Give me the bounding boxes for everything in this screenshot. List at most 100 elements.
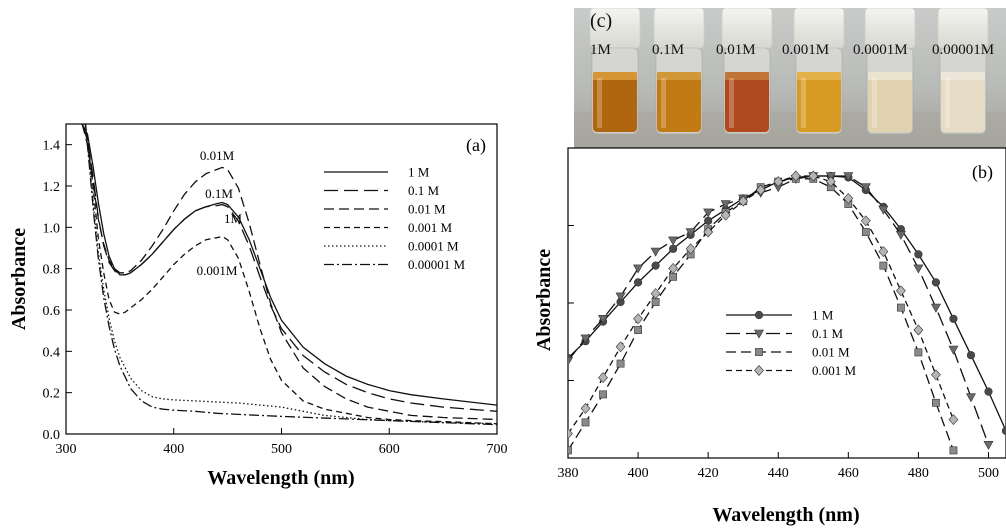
panel-b-point-1m <box>651 261 660 270</box>
vial-label: 0.001M <box>782 42 830 58</box>
panel-b-point-0.1m <box>598 314 609 324</box>
panel-b-point-0.01m <box>949 446 958 455</box>
panel-b-point-0.01m <box>914 348 923 357</box>
panel-b-point-0.01m <box>599 390 607 399</box>
panel-b-point-1m <box>931 278 941 287</box>
panel-b-point-0.001m <box>703 226 714 238</box>
panel-b-legend-marker <box>755 348 763 356</box>
panel-b-point-0.1m <box>615 292 626 302</box>
vials-photo-graphic <box>574 7 1006 148</box>
panel-b-legend-label: 1 M <box>812 308 834 323</box>
panel-b-point-0.001m <box>948 414 959 426</box>
panel-a-legend-label: 0.001 M <box>408 220 453 235</box>
panel-a-series-0.1m <box>81 124 497 412</box>
panel-b-xtick-label: 460 <box>838 466 859 481</box>
panel-b-point-0.1m <box>650 247 661 257</box>
vial-label: 0.0001M <box>853 42 908 58</box>
panel-b-point-0.01m <box>568 446 572 455</box>
panel-b-xlabel: Wavelength (nm) <box>712 504 859 526</box>
panel-a-series-0.01m <box>81 124 497 421</box>
annotation-0-001M: 0.001M <box>197 263 238 278</box>
panel-a-xtick-label: 600 <box>379 442 400 457</box>
panel-b-series-0.001m <box>568 175 955 434</box>
panel-b-series-1m <box>568 175 1006 432</box>
panel-b-series-0.01m <box>568 178 955 451</box>
panel-b-point-1m <box>1001 426 1006 435</box>
panel-a-legend-label: 0.0001 M <box>408 239 459 254</box>
panel-b-point-0.001m <box>720 209 731 221</box>
panel-b-point-0.01m <box>669 272 678 281</box>
panel-a-series-0.0001m <box>84 124 497 425</box>
panel-b-point-0.1m <box>843 172 854 182</box>
panel-b-legend-marker <box>754 310 764 320</box>
panel-b-point-0.001m <box>825 176 836 188</box>
vial-label: 0.1M <box>652 42 685 58</box>
panel-b-point-0.001m <box>633 313 643 325</box>
vial <box>589 7 641 135</box>
panel-b-point-0.01m <box>879 261 888 270</box>
panel-b-point-0.1m <box>878 205 889 215</box>
panel-a-xtick-label: 500 <box>271 442 292 457</box>
panel-b-point-0.01m <box>616 359 625 368</box>
panel-b-ylabel: Absorbance <box>533 249 555 351</box>
panel-b-point-0.1m <box>668 236 679 246</box>
panel-b-point-0.001m <box>738 195 749 207</box>
panel-b-point-0.001m <box>685 243 696 255</box>
panel-b-label: (b) <box>972 162 993 183</box>
panel-b-legend-label: 0.01 M <box>812 345 850 360</box>
panel-b-point-0.1m <box>580 334 591 344</box>
panel-a-frame <box>65 123 498 435</box>
panel-b-point-0.001m <box>913 324 924 336</box>
panel-b-point-0.1m <box>965 393 976 403</box>
panel-b-point-0.001m <box>878 246 889 258</box>
panel-b-xtick-label: 380 <box>558 466 579 481</box>
panel-a-legend-label: 0.00001 M <box>408 257 466 272</box>
panel-b-point-0.001m <box>568 428 573 440</box>
panel-b-legend-marker <box>753 329 765 339</box>
panel-b-point-1m <box>966 351 976 360</box>
panel-b-point-0.1m <box>895 231 906 240</box>
panel-b-point-0.1m <box>568 356 574 366</box>
panel-b-point-1m <box>914 250 923 259</box>
panel-a-ytick-label: 1.2 <box>43 180 61 195</box>
panel-b-point-0.1m <box>983 440 994 450</box>
panel-b: (b) Wavelength (nm) Absorbance 380 400 420… <box>533 147 1006 526</box>
panel-b-point-0.001m <box>773 176 784 188</box>
panel-b-xtick-label: 500 <box>978 466 999 481</box>
panel-a-ytick-label: 1.0 <box>43 221 61 236</box>
panel-a-series-0.00001m <box>84 124 497 426</box>
vial <box>721 7 773 135</box>
panel-b-legend-label: 0.001 M <box>812 363 857 378</box>
panel-b-xtick-label: 400 <box>628 466 649 481</box>
panel-b-point-0.1m <box>685 228 696 238</box>
panel-b-point-0.001m <box>790 170 801 182</box>
vials-photo: (c) 1M 0.1M 0.01M 0.001M 0.0001M 0.00001M <box>574 7 1006 148</box>
panel-a-xtick-label: 400 <box>163 442 184 457</box>
panel-b-point-1m <box>633 278 643 287</box>
panel-a: (a) Wavelength (nm) Absorbance 300 400 500… <box>8 123 508 489</box>
panel-b-point-0.1m <box>860 183 871 193</box>
panel-b-point-0.001m <box>843 192 854 204</box>
panel-b-point-0.001m <box>860 215 871 227</box>
panel-b-point-0.1m <box>633 264 644 274</box>
panel-a-xlabel: Wavelength (nm) <box>207 467 354 489</box>
panel-b-point-0.001m <box>668 262 679 274</box>
panel-b-point-1m <box>949 314 958 323</box>
panel-b-point-0.01m <box>861 228 870 236</box>
panel-a-ylabel: Absorbance <box>8 228 30 330</box>
panel-b-point-0.1m <box>948 345 959 355</box>
vial <box>864 7 916 135</box>
panel-b-legend-label: 0.1 M <box>812 326 844 341</box>
panel-a-ytick-label: 0.6 <box>43 304 61 319</box>
panel-a-xtick-label: 300 <box>56 442 77 457</box>
panel-b-point-0.01m <box>634 326 642 334</box>
panel-b-point-0.001m <box>580 402 591 414</box>
panel-b-point-0.001m <box>755 184 766 196</box>
panel-b-xtick-label: 480 <box>908 466 929 481</box>
vial <box>937 7 989 135</box>
panel-b-point-0.001m <box>650 288 661 300</box>
vial-label: 0.01M <box>716 42 756 58</box>
panel-b-point-0.001m <box>931 369 941 381</box>
